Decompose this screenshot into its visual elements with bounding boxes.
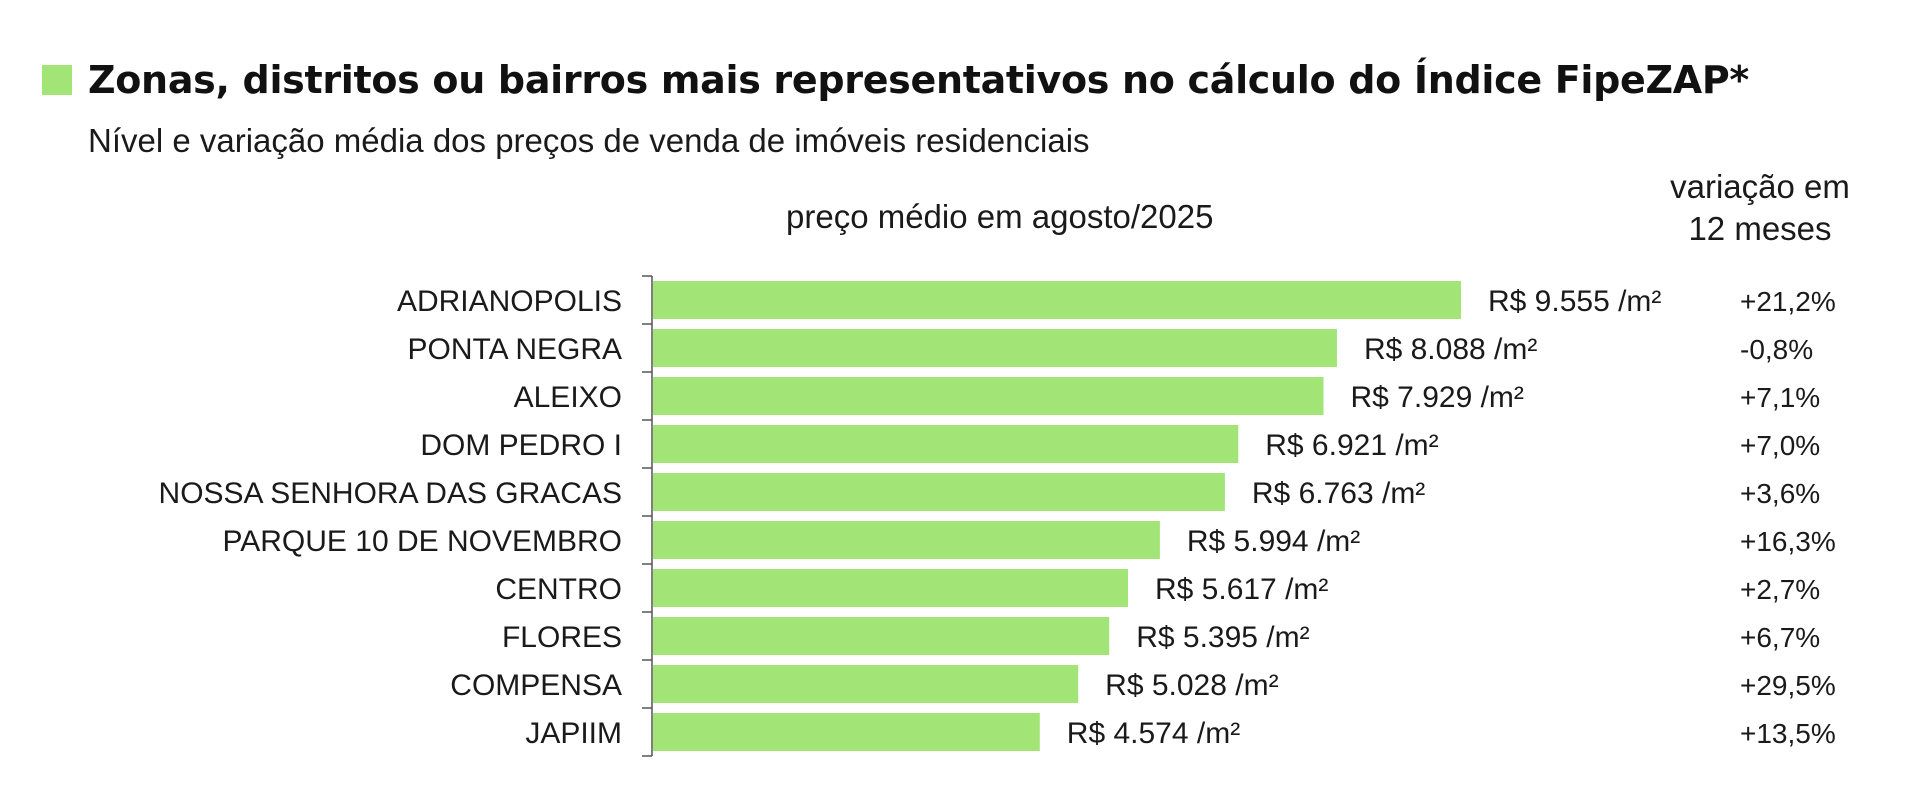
price-column-header: preço médio em agosto/2025 bbox=[786, 198, 1214, 235]
category-label: DOM PEDRO I bbox=[420, 429, 622, 462]
variation-header-line2: 12 meses bbox=[1688, 210, 1832, 247]
category-label: PONTA NEGRA bbox=[408, 333, 622, 366]
category-label: CENTRO bbox=[495, 573, 622, 606]
bar-4 bbox=[653, 425, 1239, 463]
value-label: R$ 7.929 /m² bbox=[1351, 381, 1524, 414]
value-label: R$ 5.395 /m² bbox=[1136, 621, 1309, 654]
bar-7 bbox=[653, 569, 1128, 607]
category-label: PARQUE 10 DE NOVEMBRO bbox=[222, 525, 622, 558]
variation-label: +3,6% bbox=[1740, 478, 1820, 509]
category-label: ALEIXO bbox=[514, 381, 622, 414]
value-label: R$ 4.574 /m² bbox=[1067, 717, 1240, 750]
title-row: Zonas, distritos ou bairros mais represe… bbox=[42, 58, 1749, 102]
bar-9 bbox=[653, 665, 1079, 703]
value-label: R$ 6.921 /m² bbox=[1265, 429, 1438, 462]
bar-8 bbox=[653, 617, 1110, 655]
variation-label: +13,5% bbox=[1740, 718, 1836, 749]
variation-header-line1: variação em bbox=[1670, 168, 1850, 205]
variation-column-header: variação em 12 meses bbox=[1660, 166, 1860, 250]
value-label: R$ 9.555 /m² bbox=[1488, 285, 1661, 318]
bar-1 bbox=[653, 281, 1461, 319]
title-accent-square bbox=[42, 65, 72, 95]
value-label: R$ 5.028 /m² bbox=[1105, 669, 1278, 702]
bar-2 bbox=[653, 329, 1337, 367]
category-label: COMPENSA bbox=[450, 669, 622, 702]
value-label: R$ 8.088 /m² bbox=[1364, 333, 1537, 366]
bar-5 bbox=[653, 473, 1225, 511]
variation-label: +2,7% bbox=[1740, 574, 1820, 605]
bar-10 bbox=[653, 713, 1040, 751]
category-label: FLORES bbox=[502, 621, 622, 654]
chart-title: Zonas, distritos ou bairros mais represe… bbox=[88, 58, 1749, 102]
chart-subtitle: Nível e variação média dos preços de ven… bbox=[88, 122, 1090, 159]
variation-label: +7,1% bbox=[1740, 382, 1820, 413]
category-label: ADRIANOPOLIS bbox=[397, 285, 622, 318]
variation-label: +16,3% bbox=[1740, 526, 1836, 557]
category-label: NOSSA SENHORA DAS GRACAS bbox=[159, 477, 622, 510]
variation-label: +7,0% bbox=[1740, 430, 1820, 461]
variation-label: +6,7% bbox=[1740, 622, 1820, 653]
variation-label: +29,5% bbox=[1740, 670, 1836, 701]
variation-label: +21,2% bbox=[1740, 286, 1836, 317]
category-label: JAPIIM bbox=[525, 717, 622, 750]
bar-6 bbox=[653, 521, 1160, 559]
value-label: R$ 5.994 /m² bbox=[1187, 525, 1360, 558]
bar-3 bbox=[653, 377, 1324, 415]
value-label: R$ 5.617 /m² bbox=[1155, 573, 1328, 606]
variation-label: -0,8% bbox=[1740, 334, 1813, 365]
value-label: R$ 6.763 /m² bbox=[1252, 477, 1425, 510]
